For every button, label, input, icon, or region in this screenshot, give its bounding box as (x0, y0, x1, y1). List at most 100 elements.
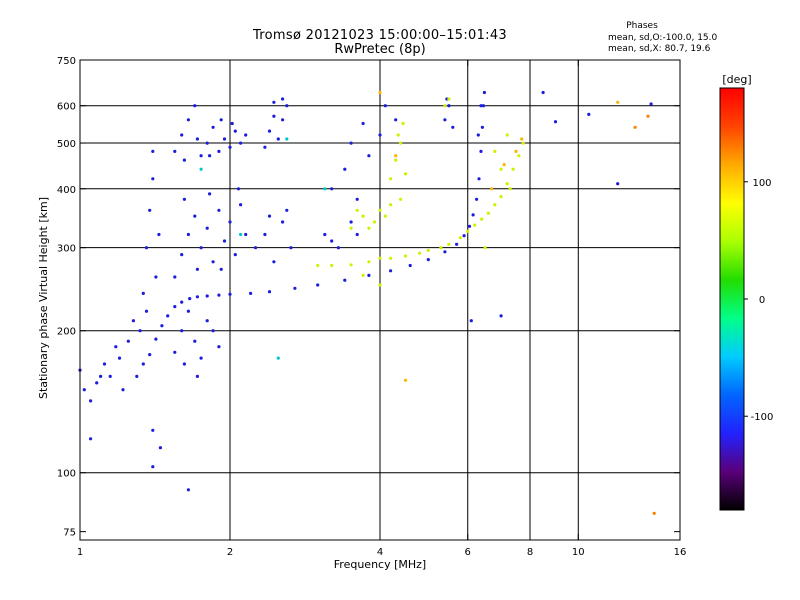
data-point-o-mode (281, 97, 285, 101)
data-point-x-mode (199, 167, 203, 171)
data-point-o-mode (447, 104, 451, 108)
data-point-x-mode (493, 149, 497, 153)
data-point-x-mode (483, 246, 487, 250)
data-point-o-mode (426, 258, 430, 262)
chart-subtitle: RwPretec (8p) (334, 42, 426, 57)
data-point-o-mode (367, 273, 371, 277)
chart-title: Tromsø 20121023 15:00:00–15:01:43 (252, 28, 508, 43)
data-point-o-mode (160, 324, 164, 328)
data-point-x-mode (505, 133, 509, 137)
data-point-o-mode (394, 118, 398, 122)
y-tick-label: 75 (63, 528, 76, 539)
data-point-o-mode (343, 278, 347, 282)
data-point-x-mode (361, 214, 365, 218)
colorbar-tick-label: -100 (751, 412, 774, 423)
data-point-o-mode (272, 114, 276, 118)
colorbar-tick-label: 100 (752, 178, 771, 189)
data-point-o-mode (378, 133, 382, 137)
data-point-o-mode (239, 203, 243, 207)
data-point-o-mode (467, 224, 472, 228)
data-point-o-mode (285, 104, 289, 108)
data-point-o-mode (228, 145, 232, 149)
data-point-x-mode (349, 226, 353, 230)
data-point-o-mode (233, 129, 237, 133)
data-point-o-mode (228, 220, 232, 224)
data-point-o-mode (267, 214, 272, 218)
data-point-o-mode (480, 125, 484, 129)
data-point-x-mode (466, 229, 470, 233)
data-point-x-mode (349, 263, 353, 267)
phase-colorbar: 100 0 -100 (719, 87, 774, 511)
data-point-o-mode (157, 232, 161, 237)
data-point-x-mode (417, 251, 422, 255)
data-point-o-mode (263, 145, 267, 149)
data-point-o-mode (408, 263, 412, 268)
phase-stats-x-mode: mean, sd,X: 80.7, 19.6 (608, 44, 711, 54)
y-tick-label: 200 (57, 327, 76, 338)
data-point-o-mode (173, 305, 177, 309)
data-point-x-mode (389, 203, 393, 207)
data-point-o-mode (195, 295, 199, 299)
x-tick-label: 10 (572, 547, 585, 558)
data-point-x-mode (316, 263, 320, 268)
x-tick-label: 8 (527, 547, 533, 558)
data-point-x-mode (361, 273, 365, 277)
data-point-o-mode (205, 226, 209, 230)
data-point-o-mode (186, 309, 190, 313)
data-point-o-mode (180, 253, 184, 257)
data-point-x-mode (443, 104, 447, 108)
data-point-x-mode (389, 256, 393, 260)
data-point-o-mode (89, 437, 93, 441)
data-point-o-mode (289, 246, 293, 250)
data-point-x-mode (383, 214, 387, 218)
data-point-o-mode (389, 269, 393, 273)
data-point-o-mode (336, 246, 340, 250)
data-point-x-mode (403, 254, 408, 258)
data-point-o-mode (244, 232, 248, 237)
data-point-o-mode (131, 319, 135, 323)
data-point-x-mode (378, 256, 382, 260)
data-point-x-mode (394, 154, 398, 158)
data-point-x-mode (473, 223, 477, 227)
data-point-x-mode (486, 211, 490, 215)
data-point-x-mode (403, 378, 408, 382)
data-point-o-mode (649, 102, 653, 106)
data-point-o-mode (239, 141, 243, 145)
data-point-x-mode (652, 511, 656, 515)
y-tick-label: 750 (57, 56, 76, 67)
data-point-o-mode (462, 234, 466, 238)
data-point-x-mode (389, 177, 393, 181)
data-point-o-mode (173, 275, 177, 279)
colorbar-tick-label: 0 (759, 295, 765, 306)
data-point-x-mode (447, 97, 451, 101)
data-point-o-mode (236, 187, 241, 191)
x-tick-label: 1 (77, 547, 83, 558)
data-point-o-mode (253, 246, 258, 250)
data-point-o-mode (205, 141, 209, 145)
data-point-o-mode (343, 167, 347, 171)
data-point-x-mode (367, 226, 371, 230)
data-point-o-mode (451, 125, 455, 129)
colorbar-label: [deg] (722, 73, 751, 86)
data-point-o-mode (154, 337, 158, 341)
data-point-o-mode (186, 232, 190, 237)
data-point-x-mode (355, 208, 359, 212)
data-point-o-mode (469, 319, 473, 323)
data-point-x-mode (499, 195, 503, 199)
data-point-x-mode (401, 121, 405, 126)
data-point-o-mode (173, 149, 177, 153)
data-point-o-mode (482, 90, 486, 95)
x-axis-label: Frequency [MHz] (334, 558, 426, 571)
data-point-o-mode (479, 104, 483, 108)
data-point-o-mode (355, 197, 359, 201)
data-point-o-mode (95, 381, 99, 385)
data-point-x-mode (285, 137, 289, 141)
data-point-o-mode (499, 314, 503, 318)
data-point-o-mode (148, 353, 152, 357)
y-tick-label: 600 (57, 102, 76, 113)
data-point-o-mode (158, 446, 162, 450)
data-point-o-mode (141, 291, 145, 295)
data-point-o-mode (355, 232, 359, 237)
data-point-o-mode (182, 197, 186, 201)
data-point-o-mode (476, 133, 480, 137)
